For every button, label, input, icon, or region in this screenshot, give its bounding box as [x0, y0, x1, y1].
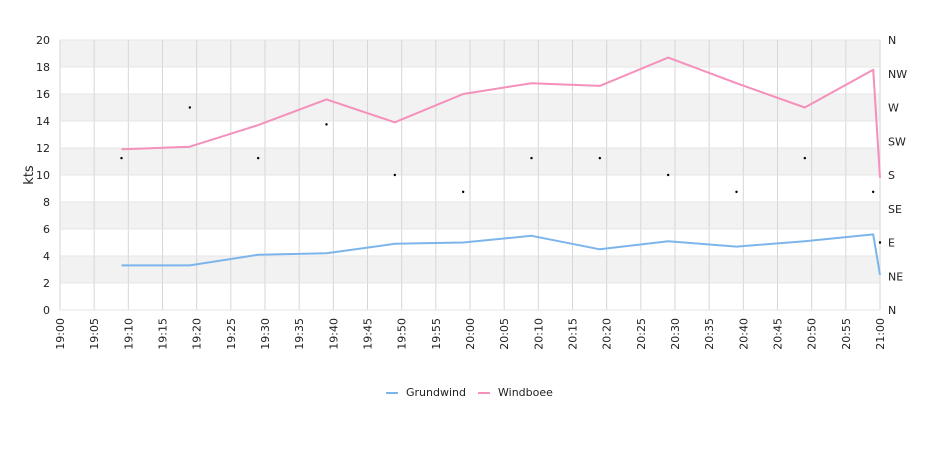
- x-tick-label: 20:20: [601, 318, 614, 350]
- x-tick-label: 19:30: [259, 318, 272, 350]
- x-tick-label: 20:15: [567, 318, 580, 350]
- direction-tick-label: SE: [888, 203, 902, 216]
- x-tick-label: 19:40: [327, 318, 340, 350]
- direction-point: [393, 173, 397, 177]
- series-line: [121, 56, 881, 178]
- series-lines: [121, 56, 881, 276]
- y-tick-label: 6: [43, 223, 50, 236]
- direction-point: [461, 190, 465, 194]
- direction-point: [120, 156, 123, 160]
- legend-label: Grundwind: [406, 386, 466, 399]
- x-tick-label: 19:25: [225, 318, 238, 350]
- x-tick-label: 20:25: [635, 318, 648, 350]
- x-tick-label: 19:50: [396, 318, 409, 350]
- x-tick-label: 19:45: [362, 318, 375, 350]
- y-tick-label: 10: [36, 169, 50, 182]
- x-tick-label: 19:00: [54, 318, 67, 350]
- direction-point: [256, 156, 260, 160]
- y-axis-label: kts: [22, 165, 37, 185]
- y-tick-label: 20: [36, 34, 50, 47]
- horizontal-gridlines: [60, 39, 880, 311]
- legend-label: Windboee: [498, 386, 553, 399]
- x-tick-label: 20:40: [737, 318, 750, 350]
- x-tick-label: 20:45: [772, 318, 785, 350]
- direction-point: [530, 156, 533, 160]
- y-tick-label: 18: [36, 61, 50, 74]
- direction-points: [120, 106, 882, 244]
- x-tick-label: 19:35: [293, 318, 306, 350]
- series-line: [121, 233, 881, 276]
- x-tick-label: 20:35: [703, 318, 716, 350]
- direction-point: [598, 156, 602, 160]
- direction-tick-label: E: [888, 237, 895, 250]
- x-tick-label: 20:30: [669, 318, 682, 350]
- direction-tick-label: S: [888, 169, 895, 182]
- y-tick-label: 0: [43, 304, 50, 317]
- y-tick-label: 16: [36, 88, 50, 101]
- legend-item: Grundwind: [386, 386, 466, 399]
- x-tick-label: 20:05: [498, 318, 511, 350]
- legend: Grundwind Windboee: [386, 386, 553, 399]
- y-tick-label: 14: [36, 115, 50, 128]
- direction-tick-label: N: [888, 304, 896, 317]
- direction-point: [735, 190, 738, 194]
- x-tick-label: 19:15: [157, 318, 170, 350]
- direction-tick-label: SW: [888, 135, 906, 148]
- x-tick-label: 21:00: [874, 318, 887, 350]
- direction-tick-label: W: [888, 102, 899, 115]
- x-tick-label: 19:20: [191, 318, 204, 350]
- legend-item: Windboee: [478, 386, 553, 399]
- x-tick-label: 19:10: [122, 318, 135, 350]
- x-axis-ticks: 19:00 19:05 19:10 19:15 19:20 19:25 19:30 19:35…: [54, 318, 887, 350]
- y-tick-label: 2: [43, 277, 50, 290]
- x-tick-label: 20:10: [532, 318, 545, 350]
- x-tick-label: 20:55: [840, 318, 853, 350]
- direction-point: [188, 106, 192, 109]
- direction-point: [666, 173, 670, 177]
- direction-tick-label: N: [888, 34, 896, 47]
- direction-point: [878, 241, 882, 244]
- direction-tick-label: NE: [888, 270, 903, 283]
- y-tick-label: 4: [43, 250, 50, 263]
- direction-point: [871, 190, 875, 194]
- direction-axis-ticks: N NE E SE S SW W NW N: [888, 34, 907, 317]
- x-tick-label: 20:50: [806, 318, 819, 350]
- y-axis-ticks: 0 2 4 6 8 10 12 14 16 18 20: [36, 34, 50, 317]
- direction-point: [803, 156, 807, 160]
- x-tick-label: 19:55: [430, 318, 443, 350]
- y-tick-label: 12: [36, 142, 50, 155]
- x-tick-label: 20:00: [464, 318, 477, 350]
- y-tick-label: 8: [43, 196, 50, 209]
- x-tick-label: 19:05: [88, 318, 101, 350]
- direction-tick-label: NW: [888, 68, 907, 81]
- direction-point: [325, 123, 328, 126]
